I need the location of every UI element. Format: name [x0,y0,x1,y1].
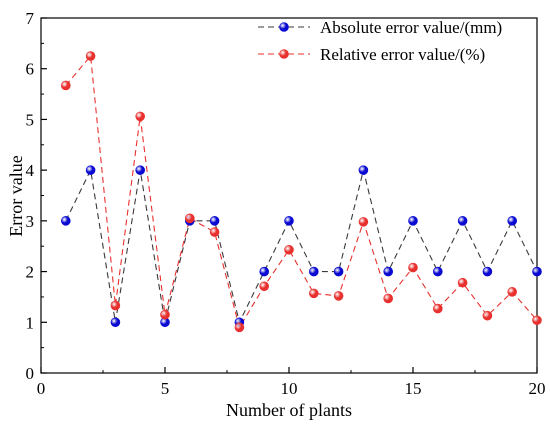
data-point-absolute [408,216,418,226]
x-tick-label: 5 [161,379,170,398]
data-point-relative [308,288,319,299]
data-point-absolute [532,266,542,277]
data-point-relative [61,80,71,91]
data-point-relative [507,287,518,297]
x-axis-title: Number of plants [226,400,352,420]
data-point-absolute [61,216,71,226]
series-line-absolute [65,168,538,324]
data-point-relative [408,262,418,273]
y-tick-label: 6 [26,60,35,79]
x-tick-label: 10 [281,379,298,398]
legend-label-relative: Relative error value/(%) [320,45,485,64]
y-axis-title: Error value [6,155,26,236]
x-tick-label: 0 [37,379,46,398]
data-point-relative [482,310,493,321]
data-point-absolute [383,266,394,277]
series-layer [61,51,542,333]
y-tick-label: 0 [26,364,35,383]
y-tick-label: 1 [26,313,35,332]
plot-area: 0 5 10 15 20 0 1 2 3 4 5 6 7 [26,9,546,398]
data-point-absolute [85,165,96,175]
data-point-relative [358,217,369,227]
data-point-absolute [482,266,493,277]
data-point-relative [160,309,170,320]
data-point-absolute [308,266,319,277]
data-point-relative [457,277,468,288]
data-point-absolute [457,216,468,226]
data-point-relative [333,291,344,301]
data-point-relative [209,227,220,237]
legend: Absolute error value/(mm) Relative error … [258,18,502,64]
data-point-absolute [110,317,121,328]
y-axis: 0 1 2 3 4 5 6 7 [26,9,47,383]
data-point-absolute [135,165,145,175]
y-tick-label: 4 [26,161,35,180]
y-tick-label: 2 [26,263,35,282]
x-tick-label: 20 [529,379,546,398]
data-point-absolute [432,266,443,277]
data-point-relative [110,300,121,311]
legend-marker-relative [279,49,289,59]
data-point-relative [85,51,96,61]
x-tick-label: 15 [405,379,422,398]
x-axis: 0 5 10 15 20 [37,367,546,398]
data-point-relative [185,213,195,224]
data-point-relative [432,303,443,314]
data-point-relative [259,281,270,292]
legend-marker-absolute [279,22,289,32]
y-tick-label: 5 [26,110,35,129]
data-point-absolute [209,216,220,226]
series-line-relative [65,54,538,329]
y-tick-label: 3 [26,212,35,231]
data-point-relative [532,315,542,326]
y-tick-label: 7 [26,9,35,28]
data-point-absolute [507,216,518,226]
data-point-absolute [358,165,369,175]
data-point-relative [284,244,294,255]
legend-label-absolute: Absolute error value/(mm) [320,18,502,37]
data-point-relative [234,322,245,333]
data-point-relative [135,111,145,122]
data-point-relative [383,293,394,304]
data-point-absolute [259,266,270,277]
data-point-absolute [333,266,344,277]
data-point-absolute [284,216,294,226]
